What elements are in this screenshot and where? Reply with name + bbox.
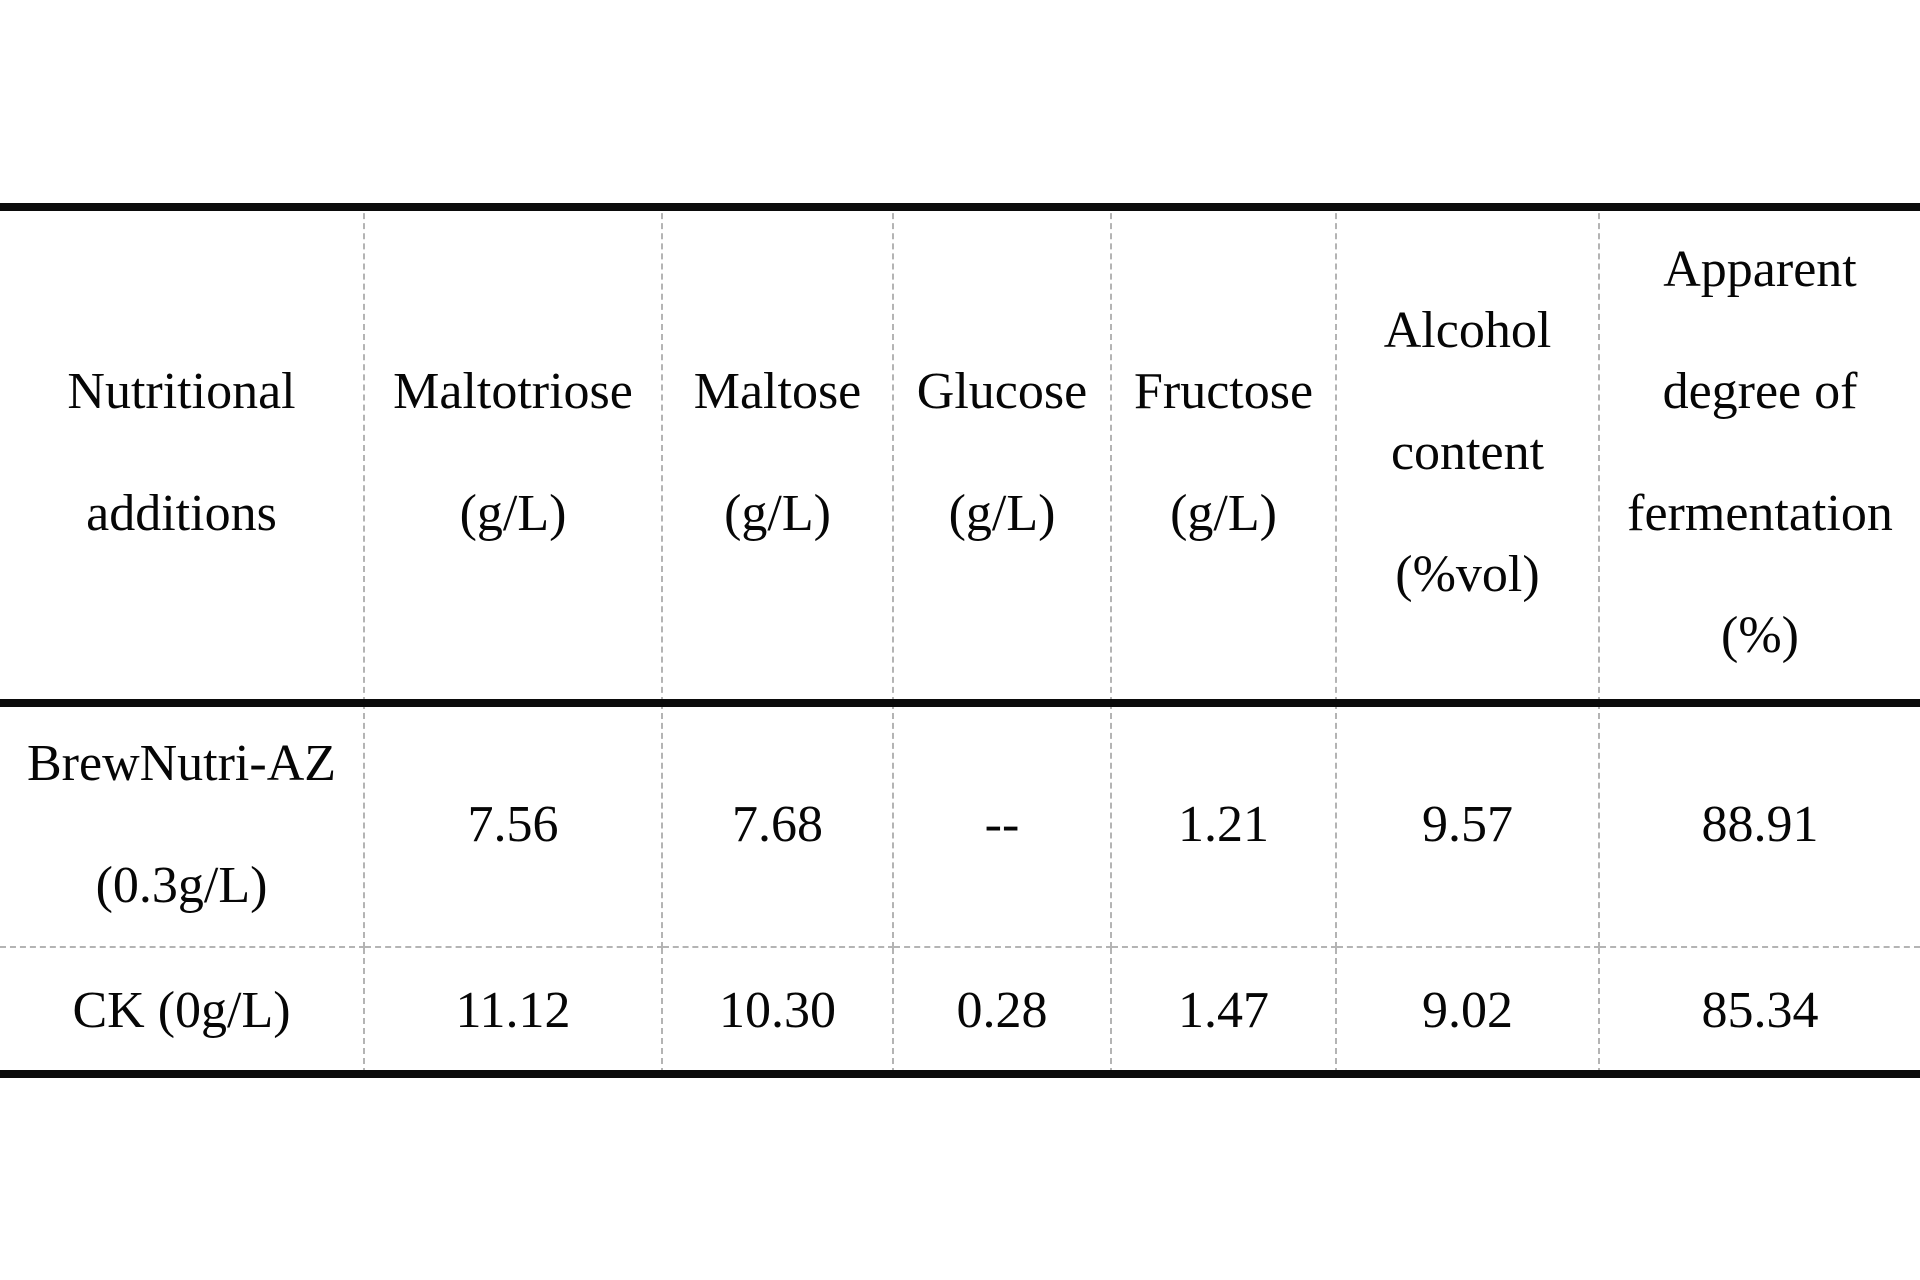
row-label-ck: CK (0g/L) [0,948,365,1074]
header-alcohol-content-line: Alcohol [1383,302,1552,359]
cell-ck-alcohol-content: 9.02 [1337,948,1600,1074]
header-apparent-degree-of-fermentation-line: (%) [1721,607,1799,664]
header-maltotriose-line: Maltotriose [393,363,633,420]
header-nutritional-additions: Nutritional additions [0,203,365,703]
table-top-border [0,203,1920,211]
row-label-ck-line: CK (0g/L) [72,982,291,1039]
header-glucose-line: (g/L) [948,485,1056,542]
table-bottom-border [0,1070,1920,1078]
cell-ck-glucose: 0.28 [894,948,1112,1074]
header-apparent-degree-of-fermentation-line: fermentation [1627,485,1893,542]
cell-ck-apparent-degree-of-fermentation: 85.34 [1701,982,1819,1039]
header-glucose-line: Glucose [916,363,1088,420]
header-apparent-degree-of-fermentation: Apparent degree of fermentation (%) [1600,203,1920,703]
fermentation-results-table: Nutritional additions Maltotriose (g/L) Malt… [0,203,1920,1078]
cell-brewnutri-az-fructose: 1.21 [1112,703,1337,948]
header-maltose: Maltose (g/L) [663,203,894,703]
cell-brewnutri-az-maltose: 7.68 [663,703,894,948]
header-fructose-line: (g/L) [1170,485,1277,542]
cell-brewnutri-az-glucose: -- [894,703,1112,948]
header-apparent-degree-of-fermentation-line: Apparent [1663,241,1857,298]
row-label-brewnutri-az: BrewNutri-AZ (0.3g/L) [0,703,365,948]
header-maltotriose-line: (g/L) [459,485,567,542]
cell-brewnutri-az-maltotriose: 7.56 [365,703,663,948]
cell-brewnutri-az-apparent-degree-of-fermentation: 88.91 [1600,703,1920,948]
cell-ck-fructose: 1.47 [1112,948,1337,1074]
header-nutritional-additions-line: additions [86,485,277,542]
header-alcohol-content-line: (%vol) [1395,546,1540,603]
header-glucose: Glucose (g/L) [894,203,1112,703]
header-maltose-line: (g/L) [724,485,831,542]
header-fructose: Fructose (g/L) [1112,203,1337,703]
cell-brewnutri-az-alcohol-content: 9.57 [1337,703,1600,948]
header-maltose-line: Maltose [693,363,862,420]
header-alcohol-content-line: content [1390,424,1545,481]
header-maltotriose: Maltotriose (g/L) [365,203,663,703]
row-label-brewnutri-az-line: BrewNutri-AZ [26,734,337,792]
header-alcohol-content: Alcohol content (%vol) [1337,203,1600,703]
cell-ck-maltose: 10.30 [663,948,894,1074]
header-fructose-line: Fructose [1133,363,1314,420]
header-separator-line [0,699,1920,707]
row-label-brewnutri-az-line: (0.3g/L) [95,856,268,914]
header-apparent-degree-of-fermentation-line: degree of [1662,363,1858,420]
header-nutritional-additions-line: Nutritional [67,363,296,420]
cell-ck-maltotriose: 11.12 [365,948,663,1074]
